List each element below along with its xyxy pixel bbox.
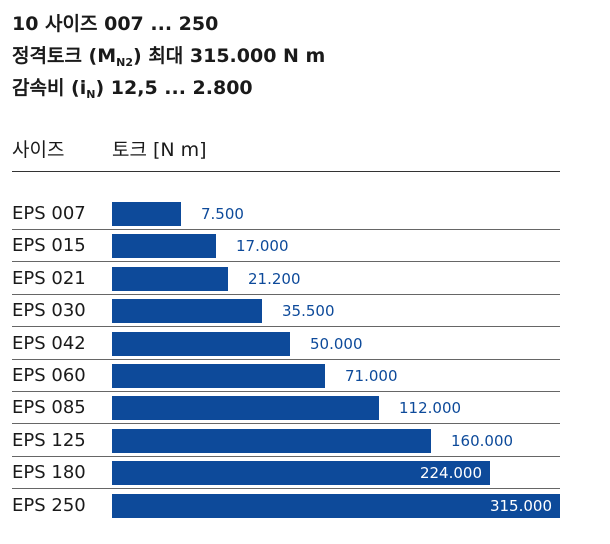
row-divider: [12, 391, 560, 392]
torque-bar: [112, 234, 216, 259]
torque-bar: [112, 396, 379, 421]
value-label: 21.200: [248, 269, 301, 288]
row-divider: [12, 423, 560, 425]
column-header-torque: 토크 [N m]: [112, 139, 207, 161]
category-label: EPS 007: [12, 203, 86, 224]
category-label: EPS 042: [12, 332, 86, 354]
rated-torque-subscript: N2: [116, 56, 134, 69]
torque-bar: [112, 364, 325, 388]
torque-bar: [112, 493, 560, 518]
bar-row: EPS 085 112.000: [12, 392, 560, 425]
bar-row: EPS 250 315.000: [12, 490, 560, 522]
value-label: 35.500: [282, 302, 335, 321]
value-label: 71.000: [345, 367, 398, 385]
header-line-ratio: 감속비 (iN) 12,5 ... 2.800: [12, 72, 325, 104]
value-label: 17.000: [236, 237, 289, 256]
bar-row: EPS 180 224.000: [12, 457, 560, 490]
chart-header: 10 사이즈 007 ... 250 정격토크 (MN2) 최대 315.000…: [12, 8, 325, 104]
torque-bar: [112, 266, 228, 291]
category-label: EPS 030: [12, 300, 86, 322]
ratio-subscript: N: [86, 88, 96, 101]
bar-row: EPS 015 17.000: [12, 230, 560, 263]
value-label: 315.000: [489, 496, 552, 515]
row-divider: [12, 358, 560, 360]
bar-row: EPS 007 7.500: [12, 198, 560, 230]
value-label: 224.000: [419, 464, 482, 483]
ratio-suffix: ) 12,5 ... 2.800: [95, 77, 253, 99]
category-label: EPS 085: [12, 397, 86, 419]
ratio-prefix: 감속비 (i: [12, 77, 87, 99]
value-label: 112.000: [399, 399, 462, 418]
torque-bar: [112, 461, 490, 486]
category-label: EPS 060: [12, 365, 86, 386]
header-line-rated-torque: 정격토크 (MN2) 최대 315.000 N m: [12, 40, 325, 72]
row-divider: [12, 326, 560, 328]
bar-row: EPS 021 21.200: [12, 263, 560, 295]
bar-row: EPS 060 71.000: [12, 360, 560, 392]
torque-bar: [112, 331, 290, 356]
category-label: EPS 015: [12, 235, 86, 257]
value-label: 160.000: [451, 431, 514, 450]
bar-row: EPS 125 160.000: [12, 425, 560, 457]
header-divider: [12, 171, 560, 172]
row-divider: [12, 261, 560, 263]
row-divider: [12, 488, 560, 490]
header-line-sizes: 10 사이즈 007 ... 250: [12, 13, 219, 35]
category-label: EPS 021: [12, 267, 86, 289]
row-divider: [12, 293, 560, 295]
torque-bar: [112, 299, 262, 324]
value-label: 50.000: [310, 334, 363, 353]
bar-row: EPS 042 50.000: [12, 328, 560, 360]
category-label: EPS 250: [12, 494, 86, 516]
rated-torque-prefix: 정격토크 (M: [12, 45, 117, 67]
torque-bar: [112, 428, 431, 453]
row-divider: [12, 455, 560, 457]
torque-bar: [112, 202, 181, 226]
bar-row: EPS 030 35.500: [12, 295, 560, 328]
column-header-size: 사이즈: [12, 139, 65, 161]
row-divider: [12, 229, 560, 230]
category-label: EPS 125: [12, 429, 86, 451]
category-label: EPS 180: [12, 462, 86, 484]
rated-torque-suffix: ) 최대 315.000 N m: [133, 45, 326, 67]
value-label: 7.500: [201, 205, 244, 223]
